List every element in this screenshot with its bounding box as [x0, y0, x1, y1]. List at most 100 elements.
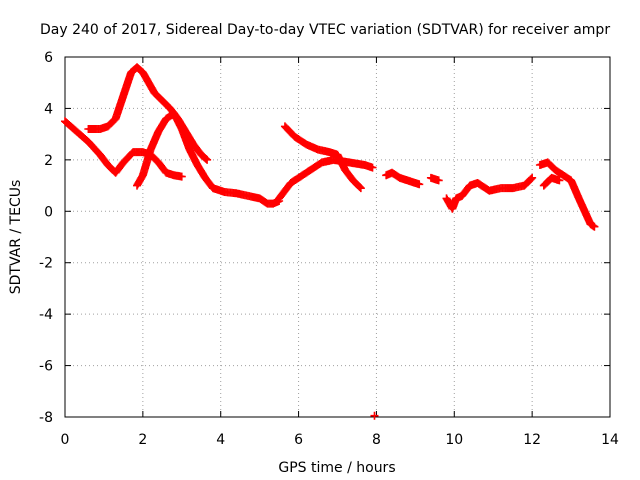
data-point	[232, 189, 241, 198]
data-point	[352, 159, 361, 168]
data-point	[72, 127, 81, 136]
y-tick-label: 2	[44, 153, 53, 169]
data-point	[177, 172, 186, 181]
x-tick-label: 14	[601, 432, 619, 448]
data-point	[520, 181, 529, 190]
data-point	[150, 89, 159, 97]
plot-frame	[64, 56, 611, 418]
data-point	[302, 140, 311, 149]
data-point	[255, 194, 264, 203]
series-track-h	[442, 173, 537, 213]
data-point	[325, 148, 334, 157]
x-tick-label: 8	[372, 432, 381, 448]
data-point	[539, 181, 548, 190]
data-point	[154, 158, 163, 167]
series-track-b	[84, 63, 212, 164]
data-point	[306, 166, 315, 175]
x-tick-label: 2	[138, 432, 147, 448]
data-point	[458, 191, 467, 200]
data-point	[551, 166, 560, 175]
data-point	[574, 194, 583, 203]
data-point	[61, 117, 69, 126]
data-point	[129, 148, 138, 157]
data-point	[185, 145, 194, 154]
data-point	[111, 168, 120, 177]
data-point	[269, 199, 278, 208]
y-tick-label: -2	[39, 256, 53, 272]
series-track-e	[280, 122, 365, 193]
data-point	[103, 122, 112, 131]
data-point	[146, 145, 155, 154]
data-point	[127, 68, 136, 77]
x-axis-label: GPS time / hours	[278, 460, 395, 476]
data-point	[197, 150, 206, 159]
axis-ticks: 0 2 4 6 8 10 12 14 -8 -6 -4 -2 0 2 4 6	[39, 50, 619, 448]
x-tick-label: 12	[523, 432, 541, 448]
chart-title: Day 240 of 2017, Sidereal Day-to-day VTE…	[40, 22, 610, 38]
data-point	[333, 150, 342, 159]
data-point	[138, 171, 147, 180]
data-point	[96, 150, 105, 159]
trace-marker	[355, 183, 364, 192]
data-point	[485, 186, 494, 195]
trace-marker	[527, 174, 536, 183]
data-point	[243, 191, 252, 200]
data-point	[368, 163, 377, 172]
series-track-a	[61, 117, 186, 181]
data-point	[448, 204, 457, 213]
data-point	[138, 68, 147, 77]
series-track-g	[426, 173, 443, 185]
y-tick-label: 0	[44, 204, 53, 220]
data-point	[559, 171, 568, 180]
series-track-i	[535, 158, 599, 231]
data-point	[201, 173, 210, 182]
data-point	[442, 194, 451, 203]
trace-marker	[202, 155, 211, 163]
data-point	[84, 125, 93, 133]
data-point	[547, 173, 556, 182]
x-tick-label: 6	[294, 432, 303, 448]
y-tick-label: 4	[44, 101, 53, 117]
x-tick-label: 0	[61, 432, 70, 448]
y-tick-label: 6	[44, 50, 53, 66]
data-point	[144, 78, 153, 87]
data-point	[170, 171, 178, 180]
data-point	[138, 148, 147, 157]
data-point	[166, 104, 175, 113]
data-point	[356, 184, 365, 193]
data-point	[528, 173, 537, 182]
data-point	[345, 158, 354, 167]
data-point	[84, 137, 93, 146]
data-point	[555, 176, 564, 185]
data-point	[162, 168, 171, 177]
data-point	[341, 166, 350, 175]
y-axis-label: SDTVAR / TECUs	[8, 180, 24, 295]
data-point	[133, 181, 142, 190]
x-tick-label: 4	[216, 432, 225, 448]
data-point	[170, 109, 178, 118]
data-point	[497, 184, 505, 193]
data-point	[290, 132, 299, 141]
data-point	[154, 127, 163, 136]
data-point	[567, 176, 576, 185]
data-point	[111, 114, 120, 123]
y-tick-label: -8	[39, 410, 53, 426]
data-point	[535, 161, 544, 169]
data-point	[208, 184, 217, 193]
series-track-c	[133, 109, 284, 208]
data-points	[61, 63, 599, 420]
data-point	[360, 161, 369, 169]
data-point	[314, 145, 323, 154]
data-point	[103, 161, 112, 169]
x-tick-label: 10	[445, 432, 463, 448]
data-point	[403, 176, 412, 185]
data-point	[426, 173, 435, 182]
data-point	[382, 171, 391, 180]
data-point	[133, 63, 142, 72]
data-point	[193, 161, 202, 169]
data-point	[473, 179, 482, 187]
series-outlier	[370, 411, 379, 420]
data-point	[580, 207, 589, 216]
